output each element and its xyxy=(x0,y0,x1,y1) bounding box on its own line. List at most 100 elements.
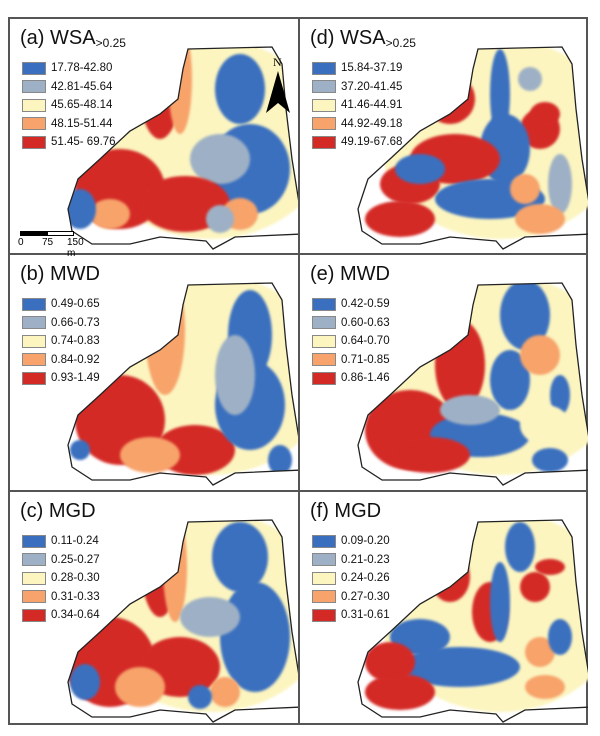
zone-class1 xyxy=(550,375,570,415)
map-panel-a: (a) WSA>0.25 17.78-42.80 42.81-45.64 45.65-… xyxy=(10,19,298,259)
legend-label: 51.45- 69.76 xyxy=(51,136,116,148)
field-boundary xyxy=(67,282,298,486)
zone-class1 xyxy=(400,647,520,687)
scale-tick-label: 75 xyxy=(42,237,54,248)
field-map-f xyxy=(357,519,588,723)
zone-class4 xyxy=(120,437,180,473)
zone-class1 xyxy=(220,582,290,692)
legend-item: 48.15-51.44 xyxy=(22,115,116,133)
legend-label: 0.60-0.63 xyxy=(341,316,390,329)
zone-class4 xyxy=(210,677,240,707)
legend-item: 0.71-0.85 xyxy=(312,351,390,369)
zone-class1 xyxy=(505,522,535,572)
zone-class1 xyxy=(490,350,530,410)
legend-item: 37.20-41.45 xyxy=(312,78,402,96)
panel-title: (e) MWD xyxy=(310,263,390,286)
legend-item: 15.84-37.19 xyxy=(312,59,402,77)
legend-label: 0.09-0.20 xyxy=(341,535,390,547)
legend-swatch xyxy=(312,590,336,603)
legend-label: 0.21-0.23 xyxy=(341,553,390,566)
zone-class4 xyxy=(163,520,187,622)
field-boundary xyxy=(357,46,588,250)
legend-label: 0.93-1.49 xyxy=(51,372,100,384)
legend-item: 41.46-44.91 xyxy=(312,96,402,114)
zone-class1 xyxy=(215,54,265,124)
legend-item: 0.11-0.24 xyxy=(22,532,100,550)
map-panel-d: (d) WSA>0.25 15.84-37.19 37.20-41.45 41.46-… xyxy=(300,19,588,253)
zone-class1 xyxy=(548,619,572,655)
zone-class1 xyxy=(490,562,510,642)
legend-item: 0.42-0.59 xyxy=(312,295,390,313)
legend-label: 48.15-51.44 xyxy=(51,117,113,130)
legend-swatch xyxy=(312,297,336,311)
zone-class5 xyxy=(520,572,550,602)
legend-label: 0.31-0.33 xyxy=(51,590,100,603)
legend: 0.11-0.24 0.25-0.27 0.28-0.30 0.31-0.33 0.34… xyxy=(22,532,100,625)
panel-title-text: (a) WSA xyxy=(20,27,96,49)
panel-title-text: (c) MGD xyxy=(20,500,96,522)
legend-label: 0.27-0.30 xyxy=(341,590,390,603)
panel-title: (b) MWD xyxy=(20,263,100,286)
zone-class4 xyxy=(520,335,560,375)
legend-swatch xyxy=(312,61,336,75)
legend-label: 49.19-67.68 xyxy=(341,136,403,148)
zone-class4 xyxy=(515,204,565,234)
legend-swatch xyxy=(312,135,336,149)
legend-item: 0.49-0.65 xyxy=(22,295,100,313)
map-panel-f: (f) MGD 0.09-0.20 0.21-0.23 0.24-0.26 0.27-0… xyxy=(300,492,588,726)
legend-item: 51.45- 69.76 xyxy=(22,133,116,151)
legend-label: 0.24-0.26 xyxy=(341,572,390,584)
legend-item: 0.60-0.63 xyxy=(312,314,390,332)
map-panel-b: (b) MWD 0.49-0.65 0.66-0.73 0.74-0.83 0.84-0… xyxy=(10,255,298,489)
legend-item: 0.28-0.30 xyxy=(22,569,100,587)
legend-item: 0.25-0.27 xyxy=(22,551,100,569)
panel-title-subscript: >0.25 xyxy=(95,36,126,50)
row-divider-1 xyxy=(8,253,588,255)
zone-class5 xyxy=(365,642,415,682)
legend-swatch xyxy=(312,98,336,112)
legend-label: 15.84-37.19 xyxy=(341,62,403,74)
zone-class4 xyxy=(525,637,555,667)
zone-class1 xyxy=(68,189,96,229)
legend-item: 17.78-42.80 xyxy=(22,59,116,77)
zone-class5 xyxy=(390,437,470,473)
legend-swatch xyxy=(312,534,336,548)
legend-label: 42.81-45.64 xyxy=(51,80,113,93)
zone-class1 xyxy=(395,154,445,184)
legend-label: 44.92-49.18 xyxy=(341,117,403,130)
legend-swatch xyxy=(312,316,336,329)
zone-class1 xyxy=(70,440,90,460)
legend-swatch xyxy=(22,553,46,566)
scale-tick-label: 0 xyxy=(18,237,24,248)
legend-swatch xyxy=(22,61,46,75)
legend-swatch xyxy=(22,334,46,348)
field-map-d xyxy=(357,46,588,250)
north-label: N xyxy=(273,55,282,69)
legend-swatch xyxy=(312,371,336,385)
panel-title-text: (d) WSA xyxy=(310,27,386,49)
legend-label: 0.42-0.59 xyxy=(341,298,390,310)
legend-item: 0.21-0.23 xyxy=(312,551,390,569)
legend-item: 0.66-0.73 xyxy=(22,314,100,332)
legend-label: 0.28-0.30 xyxy=(51,572,100,584)
zone-class2 xyxy=(440,395,500,425)
field-map-c xyxy=(67,519,298,723)
field-boundary xyxy=(67,46,298,250)
legend-swatch xyxy=(312,553,336,566)
legend: 0.42-0.59 0.60-0.63 0.64-0.70 0.71-0.85 0.86… xyxy=(312,295,390,388)
legend-swatch xyxy=(22,353,46,366)
map-panel-c: (c) MGD 0.11-0.24 0.25-0.27 0.28-0.30 0.31-0… xyxy=(10,492,298,726)
legend-swatch xyxy=(22,80,46,93)
legend-swatch xyxy=(22,135,46,149)
zone-class4 xyxy=(90,199,130,229)
legend-label: 0.86-1.46 xyxy=(341,372,390,384)
legend: 17.78-42.80 42.81-45.64 45.65-48.14 48.15-5… xyxy=(22,59,116,152)
panel-title-text: (f) MGD xyxy=(310,500,382,522)
legend-swatch xyxy=(312,608,336,622)
legend-swatch xyxy=(22,316,46,329)
legend-swatch xyxy=(22,534,46,548)
zone-class4 xyxy=(525,675,565,699)
legend-label: 41.46-44.91 xyxy=(341,99,403,111)
column-divider xyxy=(298,17,300,725)
legend-item: 0.64-0.70 xyxy=(312,332,390,350)
